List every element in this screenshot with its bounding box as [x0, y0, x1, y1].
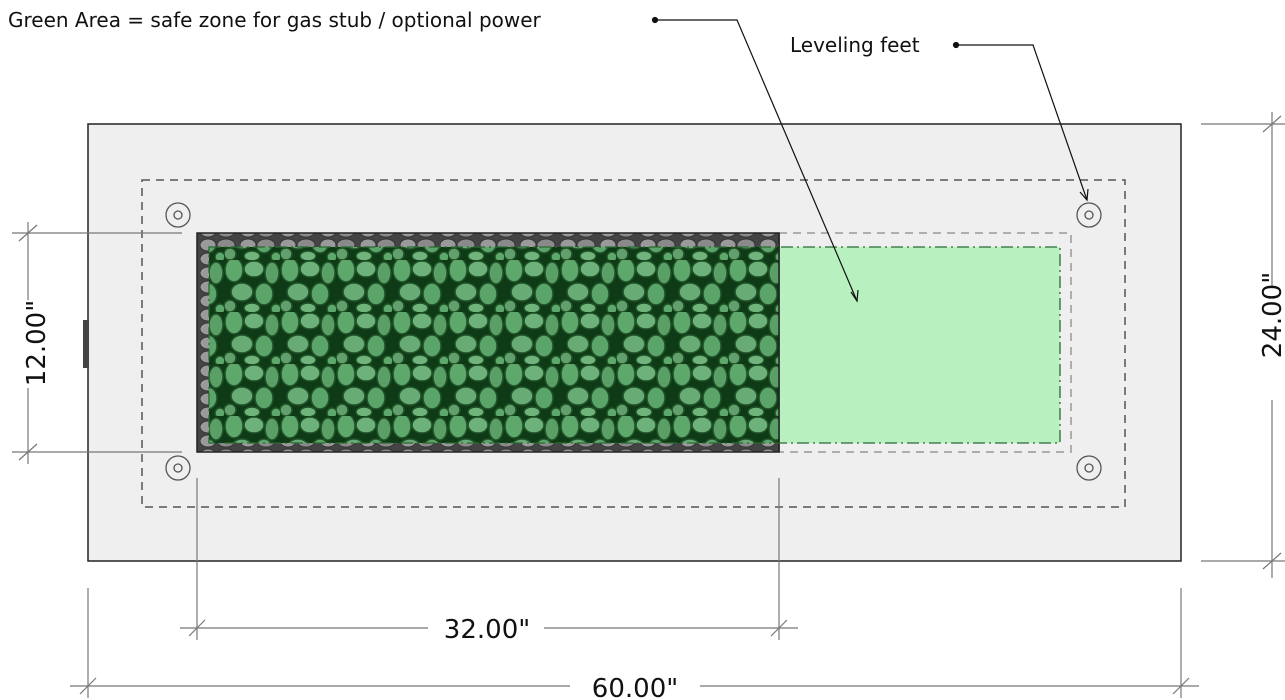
leveling-foot-icon: [1076, 455, 1102, 481]
valve-knob: [83, 320, 89, 368]
burner-pebbles-safe-zone: [209, 247, 779, 443]
callout-leveling-feet: Leveling feet: [790, 33, 920, 57]
leveling-foot-icon: [1076, 202, 1102, 228]
dimension-lines-burner-depth: [12, 222, 182, 464]
dimension-lines-overall-depth: [1201, 112, 1285, 578]
callout-leveling-feet-leader: [952, 41, 1089, 202]
callout-green-area: Green Area = safe zone for gas stub / op…: [8, 8, 542, 32]
dimension-burner-width: 32.00": [444, 615, 530, 645]
dimension-lines-overall-width: [70, 588, 1199, 698]
callout-green-area-leader: [651, 16, 859, 303]
dimension-overall-depth: 24.00": [1258, 272, 1285, 358]
dimension-overall-width: 60.00": [592, 674, 678, 700]
leveling-foot-icon: [165, 455, 191, 481]
leveling-foot-icon: [165, 202, 191, 228]
dimension-burner-depth: 12.00": [22, 300, 52, 386]
dimension-lines-burner-width: [180, 478, 798, 640]
safe-zone-outline: [208, 246, 1061, 444]
safe-zone-area: [779, 247, 1060, 443]
frame-outline-dashed: [141, 179, 1126, 508]
